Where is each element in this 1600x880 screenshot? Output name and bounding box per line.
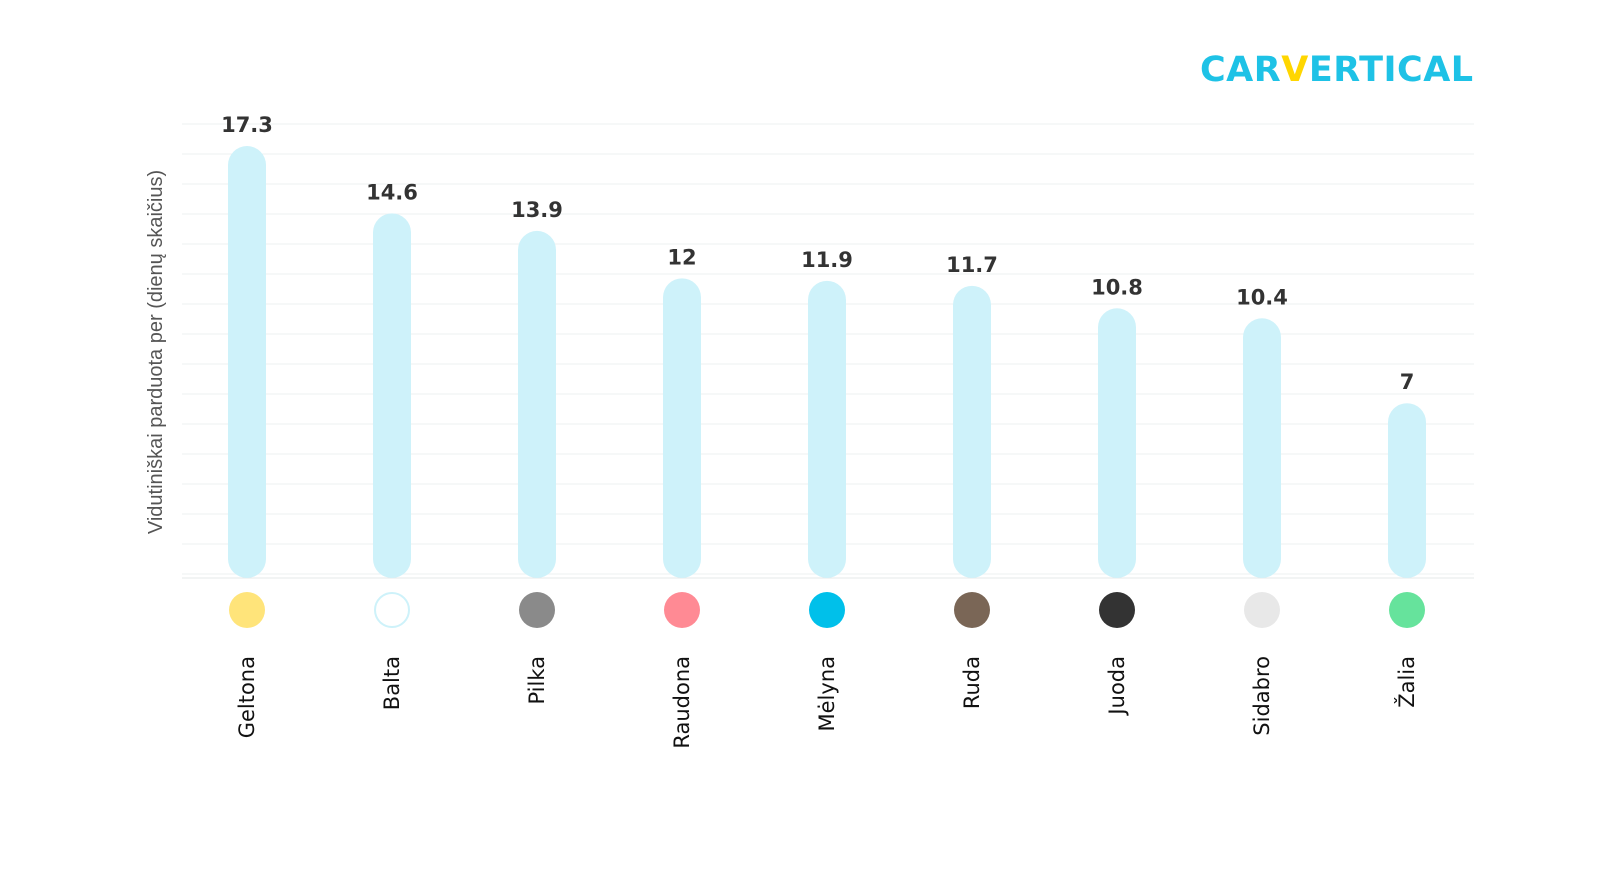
category-labels: Geltona Balta Pilka Raudona Mėlyna Ruda Juoda S… [235, 656, 1419, 749]
value-label: 14.6 [366, 180, 418, 204]
category-label: Sidabro [1250, 656, 1274, 736]
value-label: 13.9 [511, 198, 563, 222]
y-axis-label: Vidutiniškai parduota per (dienų skaičiu… [145, 170, 167, 534]
bar-raudona [663, 278, 701, 578]
color-swatches [229, 592, 1425, 628]
color-swatch [809, 592, 845, 628]
logo-part2: ERTICAL [1308, 50, 1474, 90]
value-label: 17.3 [221, 113, 273, 137]
bar-ruda [953, 285, 991, 578]
color-swatch [374, 592, 410, 628]
color-swatch [954, 592, 990, 628]
color-swatch [519, 592, 555, 628]
color-swatch [664, 592, 700, 628]
category-label: Pilka [525, 656, 549, 705]
color-swatch [1099, 592, 1135, 628]
value-label: 7 [1400, 370, 1415, 394]
category-label: Juoda [1105, 656, 1129, 717]
value-label: 12 [667, 245, 696, 269]
value-label: 10.8 [1091, 275, 1143, 299]
bar-juoda [1098, 308, 1136, 578]
category-label: Mėlyna [815, 656, 839, 731]
bar-mėlyna [808, 280, 846, 578]
category-label: Balta [380, 656, 404, 710]
bars [228, 146, 1426, 578]
value-label: 11.7 [946, 253, 998, 277]
bar-balta [373, 213, 411, 578]
logo-part1: CAR [1200, 50, 1282, 90]
bar-sidabro [1243, 318, 1281, 578]
carvertical-logo: CARVERTICAL [1200, 50, 1480, 100]
category-label: Raudona [670, 656, 694, 749]
value-label: 10.4 [1236, 285, 1288, 309]
bar-pilka [518, 230, 556, 578]
category-label: Geltona [235, 656, 259, 738]
category-label: Ruda [960, 656, 984, 709]
category-label: Žalia [1394, 656, 1419, 708]
value-labels: 17.3 14.6 13.9 12 11.9 11.7 10.8 10.4 7 [221, 113, 1414, 394]
bar-žalia [1388, 403, 1426, 578]
color-swatch [1244, 592, 1280, 628]
color-swatch [1389, 592, 1425, 628]
logo-v: V [1281, 50, 1309, 90]
value-label: 11.9 [801, 248, 853, 272]
bar-geltona [228, 146, 266, 578]
color-swatch [229, 592, 265, 628]
